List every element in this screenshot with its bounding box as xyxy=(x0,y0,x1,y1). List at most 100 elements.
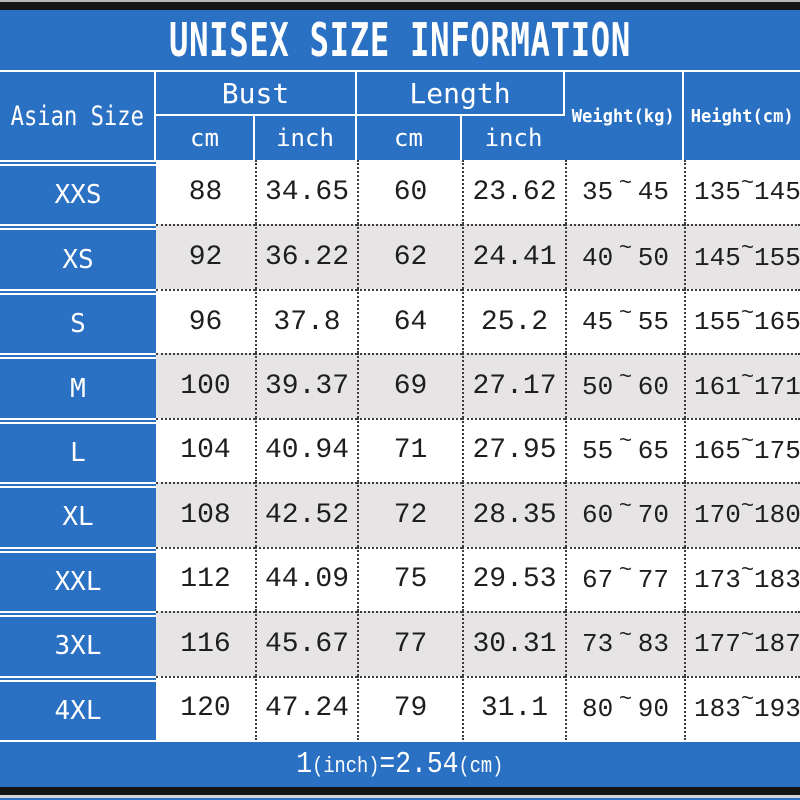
weight-range-cell: 50 ~60 xyxy=(565,353,684,418)
size-cell: 4XL xyxy=(0,675,156,740)
height-min: 135 xyxy=(694,177,741,208)
height-min: 161 xyxy=(694,371,741,402)
bust-cm-subheader: cm xyxy=(156,116,255,160)
height-max: 183 xyxy=(754,564,800,595)
height-max: 155 xyxy=(754,242,800,273)
height-range-cell: 145 ~155 xyxy=(684,224,800,289)
tilde-separator: ~ xyxy=(618,170,633,196)
weight-max: 55 xyxy=(637,307,669,338)
height-range-cell: 183 ~193 xyxy=(684,675,800,740)
tilde-separator: ~ xyxy=(740,170,755,196)
conversion-note: 1 (inch) =2.54 (cm) xyxy=(296,747,503,782)
bottom-black-bar xyxy=(0,787,800,798)
weight-max: 70 xyxy=(637,500,669,531)
weight-min: 73 xyxy=(582,629,614,660)
tilde-separator: ~ xyxy=(740,429,755,455)
tilde-separator: ~ xyxy=(618,365,633,391)
top-black-bar xyxy=(0,0,800,10)
height-min: 173 xyxy=(694,564,741,595)
height-min: 177 xyxy=(694,629,741,660)
length-inch-subheader: inch xyxy=(484,124,543,152)
weight-range-cell: 80 ~90 xyxy=(565,675,684,740)
weight-range-cell: 73 ~83 xyxy=(565,611,684,676)
bust-cm-cell: 120 xyxy=(156,675,255,740)
height-max: 145 xyxy=(754,177,800,208)
bust-cm-cell: 108 xyxy=(156,482,255,547)
height-max: 165 xyxy=(754,307,800,338)
weight-header-cell: Weight(kg) xyxy=(565,72,684,160)
tilde-separator: ~ xyxy=(740,300,755,326)
weight-range-cell: 67 ~77 xyxy=(565,546,684,612)
bust-inch-cell: 37.8 xyxy=(255,288,357,354)
bust-cm-cell: 112 xyxy=(156,546,255,611)
bust-inch-cell: 40.94 xyxy=(255,417,357,483)
conversion-note-part: (cm) xyxy=(458,753,504,779)
tilde-separator: ~ xyxy=(740,687,755,713)
conversion-note-part: 1 xyxy=(296,747,313,782)
weight-range-cell: 35 ~45 xyxy=(565,160,684,225)
weight-max: 45 xyxy=(637,177,669,208)
conversion-note-part: =2.54 xyxy=(379,747,459,782)
asian-size-header-label: Asian Size xyxy=(10,100,144,132)
size-cell: 3XL xyxy=(0,611,156,676)
size-cell: XXL xyxy=(0,546,156,612)
size-cell: XS xyxy=(0,224,156,289)
tilde-separator: ~ xyxy=(618,687,633,713)
length-cm-cell: 75 xyxy=(357,546,462,612)
tilde-separator: ~ xyxy=(740,236,755,262)
weight-range-cell: 40 ~50 xyxy=(565,224,684,289)
height-range-cell: 135 ~145 xyxy=(684,160,800,225)
weight-range-cell: 55 ~65 xyxy=(565,417,684,483)
tilde-separator: ~ xyxy=(740,493,755,519)
weight-max: 77 xyxy=(637,564,669,595)
length-header-cell: Length xyxy=(357,72,565,116)
weight-min: 55 xyxy=(582,435,614,466)
tilde-separator: ~ xyxy=(618,429,633,455)
bust-inch-cell: 44.09 xyxy=(255,546,357,612)
size-cell: M xyxy=(0,353,156,418)
bust-inch-cell: 36.22 xyxy=(255,224,357,289)
tilde-separator: ~ xyxy=(618,300,633,326)
size-table-body: XXS 88 34.65 60 23.62 35 ~45 135 ~145 XS 92 36.22 62… xyxy=(0,160,800,740)
height-range-cell: 177 ~187 xyxy=(684,611,800,676)
weight-min: 50 xyxy=(582,371,614,402)
size-cell: L xyxy=(0,417,156,483)
height-range-cell: 155 ~165 xyxy=(684,288,800,354)
weight-min: 67 xyxy=(582,564,614,595)
size-cell: XL xyxy=(0,482,156,547)
tilde-separator: ~ xyxy=(740,365,755,391)
weight-max: 60 xyxy=(637,371,669,402)
size-cell: XXS xyxy=(0,160,156,225)
length-inch-cell: 24.41 xyxy=(462,224,565,289)
length-cm-cell: 64 xyxy=(357,288,462,354)
height-max: 187 xyxy=(754,629,800,660)
footer-band: 1 (inch) =2.54 (cm) xyxy=(0,740,800,787)
weight-max: 90 xyxy=(637,693,669,724)
weight-min: 60 xyxy=(582,500,614,531)
bust-header-label: Bust xyxy=(221,76,290,110)
bust-header-cell: Bust xyxy=(156,72,357,116)
conversion-note-part: (inch) xyxy=(312,753,380,779)
weight-min: 40 xyxy=(582,242,614,273)
length-cm-cell: 77 xyxy=(357,611,462,676)
height-range-cell: 173 ~183 xyxy=(684,546,800,612)
length-cm-cell: 72 xyxy=(357,482,462,547)
height-max: 175 xyxy=(754,435,800,466)
bust-cm-cell: 104 xyxy=(156,417,255,482)
weight-range-cell: 45 ~55 xyxy=(565,288,684,354)
bust-cm-cell: 96 xyxy=(156,288,255,353)
title-band: UNISEX SIZE INFORMATION xyxy=(0,10,800,72)
asian-size-header-cell: Asian Size xyxy=(0,72,156,160)
length-header-label: Length xyxy=(409,76,511,110)
height-range-cell: 165 ~175 xyxy=(684,417,800,483)
bust-inch-cell: 47.24 xyxy=(255,675,357,740)
bust-inch-subheader: inch xyxy=(255,116,357,160)
length-cm-cell: 71 xyxy=(357,417,462,483)
weight-max: 83 xyxy=(637,629,669,660)
weight-min: 80 xyxy=(582,693,614,724)
tilde-separator: ~ xyxy=(618,558,633,584)
weight-header-label: Weight(kg) xyxy=(572,105,675,127)
height-range-cell: 161 ~171 xyxy=(684,353,800,418)
tilde-separator: ~ xyxy=(618,622,633,648)
height-header-label: Height(cm) xyxy=(690,105,794,127)
